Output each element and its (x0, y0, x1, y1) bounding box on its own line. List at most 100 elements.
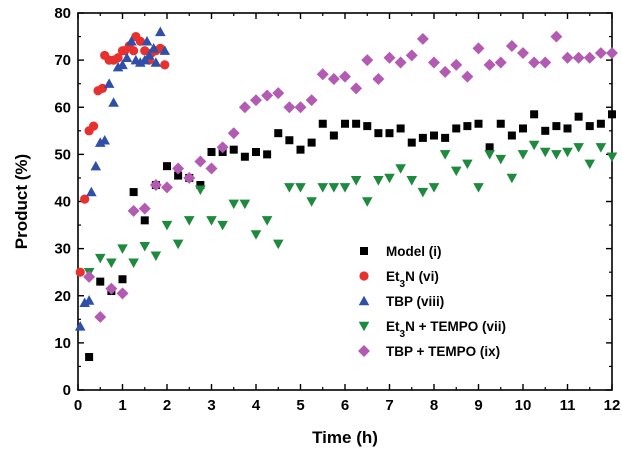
data-point (595, 143, 607, 153)
data-point (227, 127, 240, 140)
data-point (206, 216, 217, 226)
data-point (272, 87, 285, 100)
data-point (139, 242, 151, 252)
data-point (361, 54, 374, 67)
legend-marker (358, 321, 370, 332)
data-point (97, 83, 108, 93)
legend-label: Et3N + TEMPO (vii) (386, 319, 506, 340)
data-point (385, 129, 394, 138)
data-point (329, 131, 338, 140)
data-point (252, 148, 260, 157)
data-point (363, 122, 372, 131)
data-point (307, 138, 316, 147)
y-tick-label: 10 (54, 335, 71, 352)
x-tick-label: 0 (74, 397, 82, 414)
data-point (561, 51, 574, 64)
data-point (150, 57, 162, 67)
data-point (103, 78, 115, 88)
data-point (339, 183, 351, 193)
data-point (238, 101, 251, 114)
data-point (485, 143, 494, 152)
data-point (574, 112, 583, 121)
data-point (250, 94, 262, 107)
data-point (239, 199, 251, 210)
series-0 (85, 110, 616, 362)
series-4 (83, 30, 618, 323)
data-point (439, 150, 451, 160)
data-point (384, 173, 395, 184)
legend-marker (360, 247, 368, 255)
data-point (462, 159, 473, 170)
data-point (394, 56, 407, 69)
data-point (150, 251, 162, 261)
data-point (283, 101, 296, 114)
data-point (395, 164, 406, 174)
data-point (461, 70, 474, 83)
data-point (416, 32, 429, 45)
legend-label: TBP (viii) (386, 294, 444, 309)
x-tick-label: 3 (207, 397, 215, 414)
y-tick-label: 70 (54, 52, 71, 69)
data-point (135, 36, 145, 46)
y-tick-label: 40 (54, 194, 71, 211)
data-point (563, 124, 572, 133)
data-point (552, 122, 561, 131)
data-point (472, 42, 485, 55)
legend-subscript: 3 (400, 279, 406, 290)
data-point (528, 56, 541, 69)
data-point (94, 310, 107, 323)
legend-label: Et3N (vi) (386, 269, 439, 290)
data-point (155, 26, 166, 37)
data-point (606, 47, 618, 60)
data-point (517, 47, 529, 60)
data-point (83, 270, 96, 283)
data-point (305, 94, 318, 107)
data-point (296, 145, 305, 154)
data-point (240, 152, 249, 161)
legend-text: TBP + TEMPO (ix) (386, 344, 500, 359)
data-point (108, 97, 119, 107)
data-point (274, 129, 283, 138)
x-tick-label: 8 (430, 397, 438, 414)
data-point (250, 230, 262, 240)
x-tick-label: 7 (385, 397, 393, 414)
data-point (121, 52, 133, 63)
data-point (584, 159, 596, 170)
y-tick-label: 20 (54, 288, 71, 305)
data-point (374, 129, 383, 138)
data-point (483, 58, 496, 71)
data-point (496, 119, 505, 128)
legend: Model (i)Et3N (vi)TBP (viii)Et3N + TEMPO… (358, 244, 506, 359)
data-point (196, 181, 205, 190)
data-point (207, 148, 216, 157)
x-axis-title: Time (h) (312, 428, 378, 447)
y-tick-label: 80 (54, 5, 71, 22)
legend-item: TBP + TEMPO (ix) (358, 344, 500, 359)
data-point (74, 321, 86, 331)
x-tick-label: 2 (163, 397, 171, 414)
data-point (127, 204, 140, 217)
data-point (80, 194, 90, 204)
data-point (263, 150, 272, 159)
data-point (539, 56, 552, 69)
data-point (406, 176, 418, 186)
data-point (350, 82, 363, 95)
data-point (474, 119, 483, 128)
data-point (229, 145, 238, 154)
data-point (261, 216, 273, 226)
data-point (596, 119, 605, 128)
data-point (117, 59, 128, 70)
x-tick-label: 5 (296, 397, 304, 414)
data-point (83, 295, 95, 305)
legend-item: Et3N (vi) (359, 269, 439, 290)
legend-marker (359, 271, 369, 281)
data-point (494, 56, 507, 69)
data-point (85, 353, 94, 362)
data-point (172, 239, 184, 250)
y-tick-label: 60 (54, 99, 71, 116)
data-point (183, 171, 196, 184)
data-point (450, 58, 463, 71)
legend-marker (358, 295, 370, 306)
data-point (194, 155, 207, 168)
